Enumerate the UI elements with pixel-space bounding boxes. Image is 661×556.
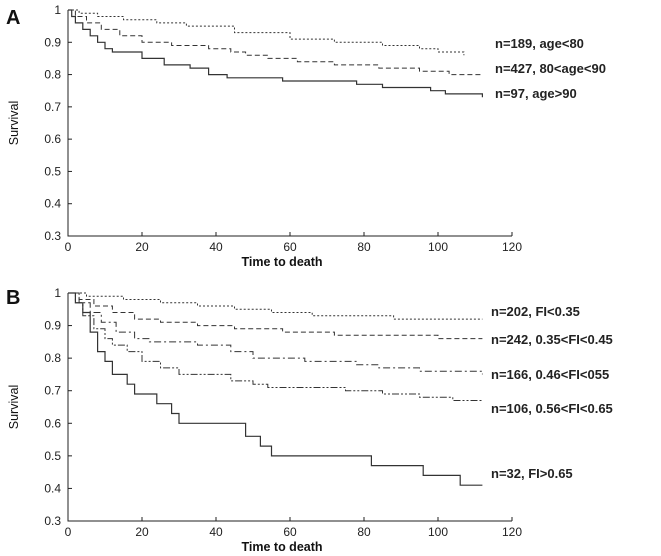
panel-b-xtick-label: 120 — [502, 525, 522, 539]
panel-a-curve-1 — [68, 9, 465, 56]
panel-b-xtick-label: 20 — [135, 525, 149, 539]
panel-b-ytick-label: 0.5 — [44, 449, 61, 463]
panel-b-ytick-label: 1 — [54, 286, 61, 300]
panel-a: A 0.3 0.4 0.5 0.6 0.7 0.8 0.9 1 0 20 40 60 80 100 120 Ti… — [6, 3, 606, 269]
panel-b-ytick-label: 0.3 — [44, 514, 61, 528]
panel-a-curve-3 — [68, 9, 483, 98]
panel-b-xaxis-title: Time to death — [241, 540, 322, 554]
panel-b-ytick-label: 0.7 — [44, 384, 61, 398]
panel-a-letter: A — [6, 7, 20, 29]
panel-a-xtick-label: 60 — [283, 240, 297, 254]
panel-b-xtick-label: 100 — [428, 525, 448, 539]
panel-a-ytick-label: 0.5 — [44, 164, 61, 178]
panel-a-ytick-label: 0.6 — [44, 132, 61, 146]
panel-b-curve-3 — [68, 292, 483, 375]
panel-b-xtick-label: 0 — [65, 525, 72, 539]
panel-b-curve-1 — [68, 292, 483, 320]
panel-a-ytick-label: 1 — [54, 3, 61, 17]
panel-a-ytick-label: 0.8 — [44, 68, 61, 82]
panel-b-axes — [67, 293, 512, 522]
panel-a-yaxis-title: Survival — [7, 101, 21, 145]
panel-b-ytick-label: 0.8 — [44, 351, 61, 365]
panel-a-series-label-2: n=427, 80<age<90 — [495, 61, 606, 76]
panel-a-ytick-label: 0.7 — [44, 100, 61, 114]
panel-b-ytick-label: 0.4 — [44, 481, 61, 495]
panel-b-series-label-3: n=166, 0.46<FI<055 — [491, 367, 609, 382]
panel-b-curve-2 — [68, 292, 483, 340]
panel-a-ytick-label: 0.9 — [44, 35, 61, 49]
panel-b-xtick-label: 60 — [283, 525, 297, 539]
panel-a-xtick-label: 20 — [135, 240, 149, 254]
panel-a-xtick-label: 120 — [502, 240, 522, 254]
panel-b: B 0.3 0.4 0.5 0.6 0.7 0.8 0.9 1 0 20 40 60 80 100 120 Ti… — [6, 286, 613, 554]
panel-b-ytick-label: 0.9 — [44, 319, 61, 333]
panel-a-xaxis-title: Time to death — [241, 255, 322, 269]
panel-b-series-label-1: n=202, FI<0.35 — [491, 304, 580, 319]
panel-a-xtick-label: 0 — [65, 240, 72, 254]
panel-a-xtick-label: 40 — [209, 240, 223, 254]
panel-b-curve-5 — [68, 292, 483, 486]
panel-a-xtick-label: 80 — [357, 240, 371, 254]
panel-a-xtick-label: 100 — [428, 240, 448, 254]
panel-b-ytick-label: 0.6 — [44, 416, 61, 430]
panel-a-ytick-label: 0.4 — [44, 197, 61, 211]
panel-b-series-label-5: n=32, FI>0.65 — [491, 466, 573, 481]
panel-b-curve-4 — [68, 292, 483, 401]
panel-a-curve-2 — [68, 9, 483, 76]
panel-b-series-label-2: n=242, 0.35<FI<0.45 — [491, 332, 613, 347]
panel-b-letter: B — [6, 287, 20, 309]
panel-a-series-label-1: n=189, age<80 — [495, 36, 584, 51]
panel-b-xtick-label: 80 — [357, 525, 371, 539]
panel-a-series-label-3: n=97, age>90 — [495, 86, 577, 101]
panel-b-yaxis-title: Survival — [7, 385, 21, 429]
panel-a-axes — [67, 10, 512, 237]
panel-b-xtick-label: 40 — [209, 525, 223, 539]
panel-a-ytick-label: 0.3 — [44, 229, 61, 243]
panel-b-series-label-4: n=106, 0.56<FI<0.65 — [491, 401, 613, 416]
